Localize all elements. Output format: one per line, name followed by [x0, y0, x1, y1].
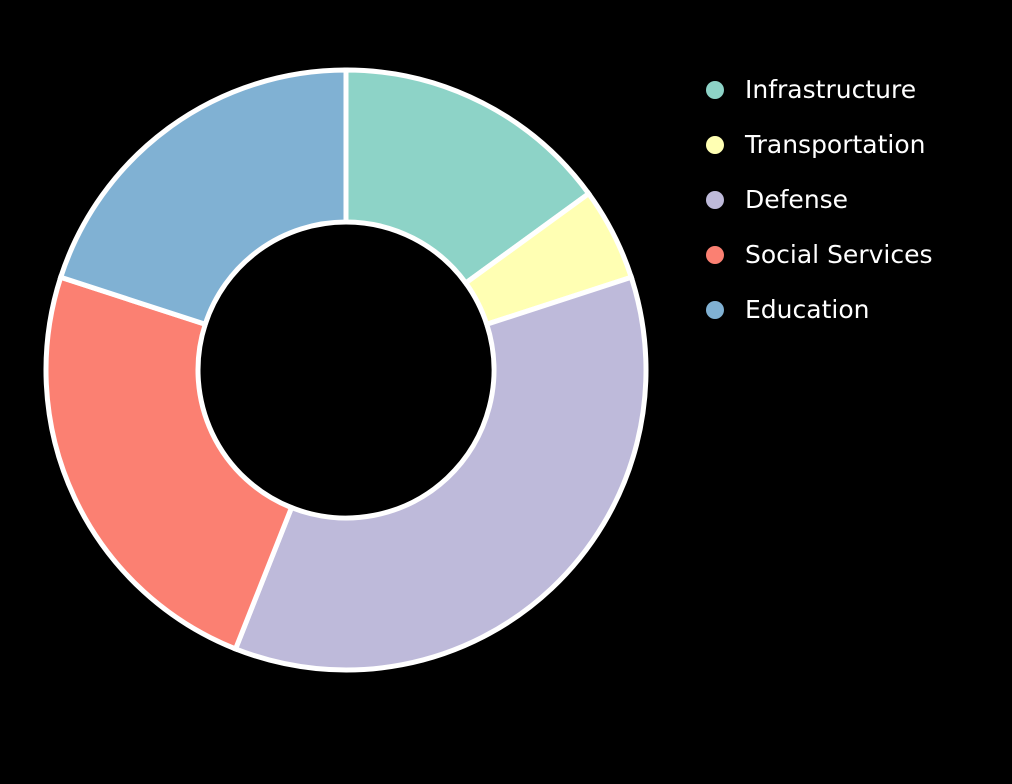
- legend-label: Social Services: [745, 239, 933, 269]
- legend-item-defense: Defense: [706, 172, 934, 227]
- legend-item-infrastructure: Infrastructure: [706, 62, 934, 117]
- legend-label: Infrastructure: [745, 74, 917, 104]
- legend-label: Transportation: [745, 129, 926, 159]
- slice-infrastructure: [343, 67, 593, 287]
- legend: Infrastructure Transportation Defense Socia…: [706, 62, 934, 337]
- slice-defense: [232, 274, 649, 673]
- legend-item-education: Education: [706, 282, 934, 337]
- legend-swatch: [706, 245, 724, 264]
- legend-label: Education: [745, 294, 870, 324]
- slice-education: [57, 67, 349, 328]
- legend-swatch: [706, 80, 724, 99]
- legend-item-transportation: Transportation: [706, 117, 934, 172]
- legend-swatch: [706, 190, 724, 209]
- legend-label: Defense: [745, 184, 849, 214]
- legend-swatch: [706, 300, 724, 319]
- donut-chart: [43, 67, 649, 673]
- slice-social-services: [43, 274, 295, 653]
- legend-item-social-services: Social Services: [706, 227, 934, 282]
- legend-swatch: [706, 135, 724, 154]
